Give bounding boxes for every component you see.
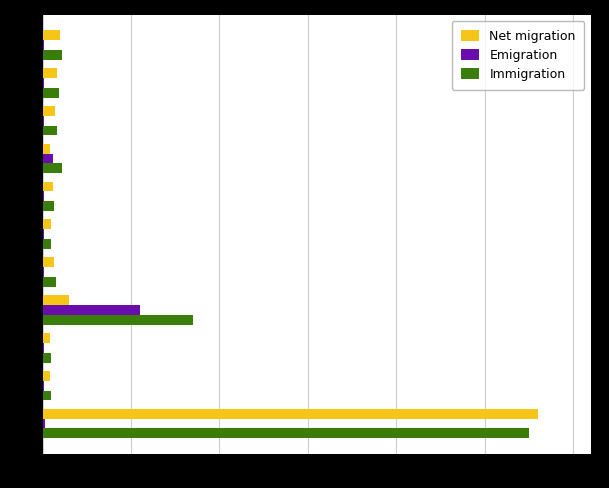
Bar <box>43 154 53 163</box>
Bar <box>43 409 538 419</box>
Bar <box>43 88 58 98</box>
Bar <box>43 144 50 154</box>
Bar <box>43 30 60 40</box>
Bar <box>43 267 44 277</box>
Bar <box>43 50 62 60</box>
Bar <box>43 428 529 438</box>
Bar <box>43 220 51 229</box>
Bar <box>43 315 193 325</box>
Bar <box>43 229 44 239</box>
Bar <box>43 191 44 201</box>
Bar <box>43 353 51 363</box>
Bar <box>43 182 53 191</box>
Bar <box>43 40 44 50</box>
Bar <box>43 106 55 116</box>
Legend: Net migration, Emigration, Immigration: Net migration, Emigration, Immigration <box>452 21 585 90</box>
Bar <box>43 390 51 401</box>
Bar <box>43 257 54 267</box>
Bar <box>43 333 50 343</box>
Bar <box>43 419 45 428</box>
Bar <box>43 78 44 88</box>
Bar <box>43 371 50 381</box>
Bar <box>43 277 56 287</box>
Bar <box>43 125 57 135</box>
Bar <box>43 239 52 249</box>
Bar <box>43 201 54 211</box>
Bar <box>43 295 69 305</box>
Bar <box>43 163 62 173</box>
Bar <box>43 305 140 315</box>
Bar <box>43 68 57 78</box>
